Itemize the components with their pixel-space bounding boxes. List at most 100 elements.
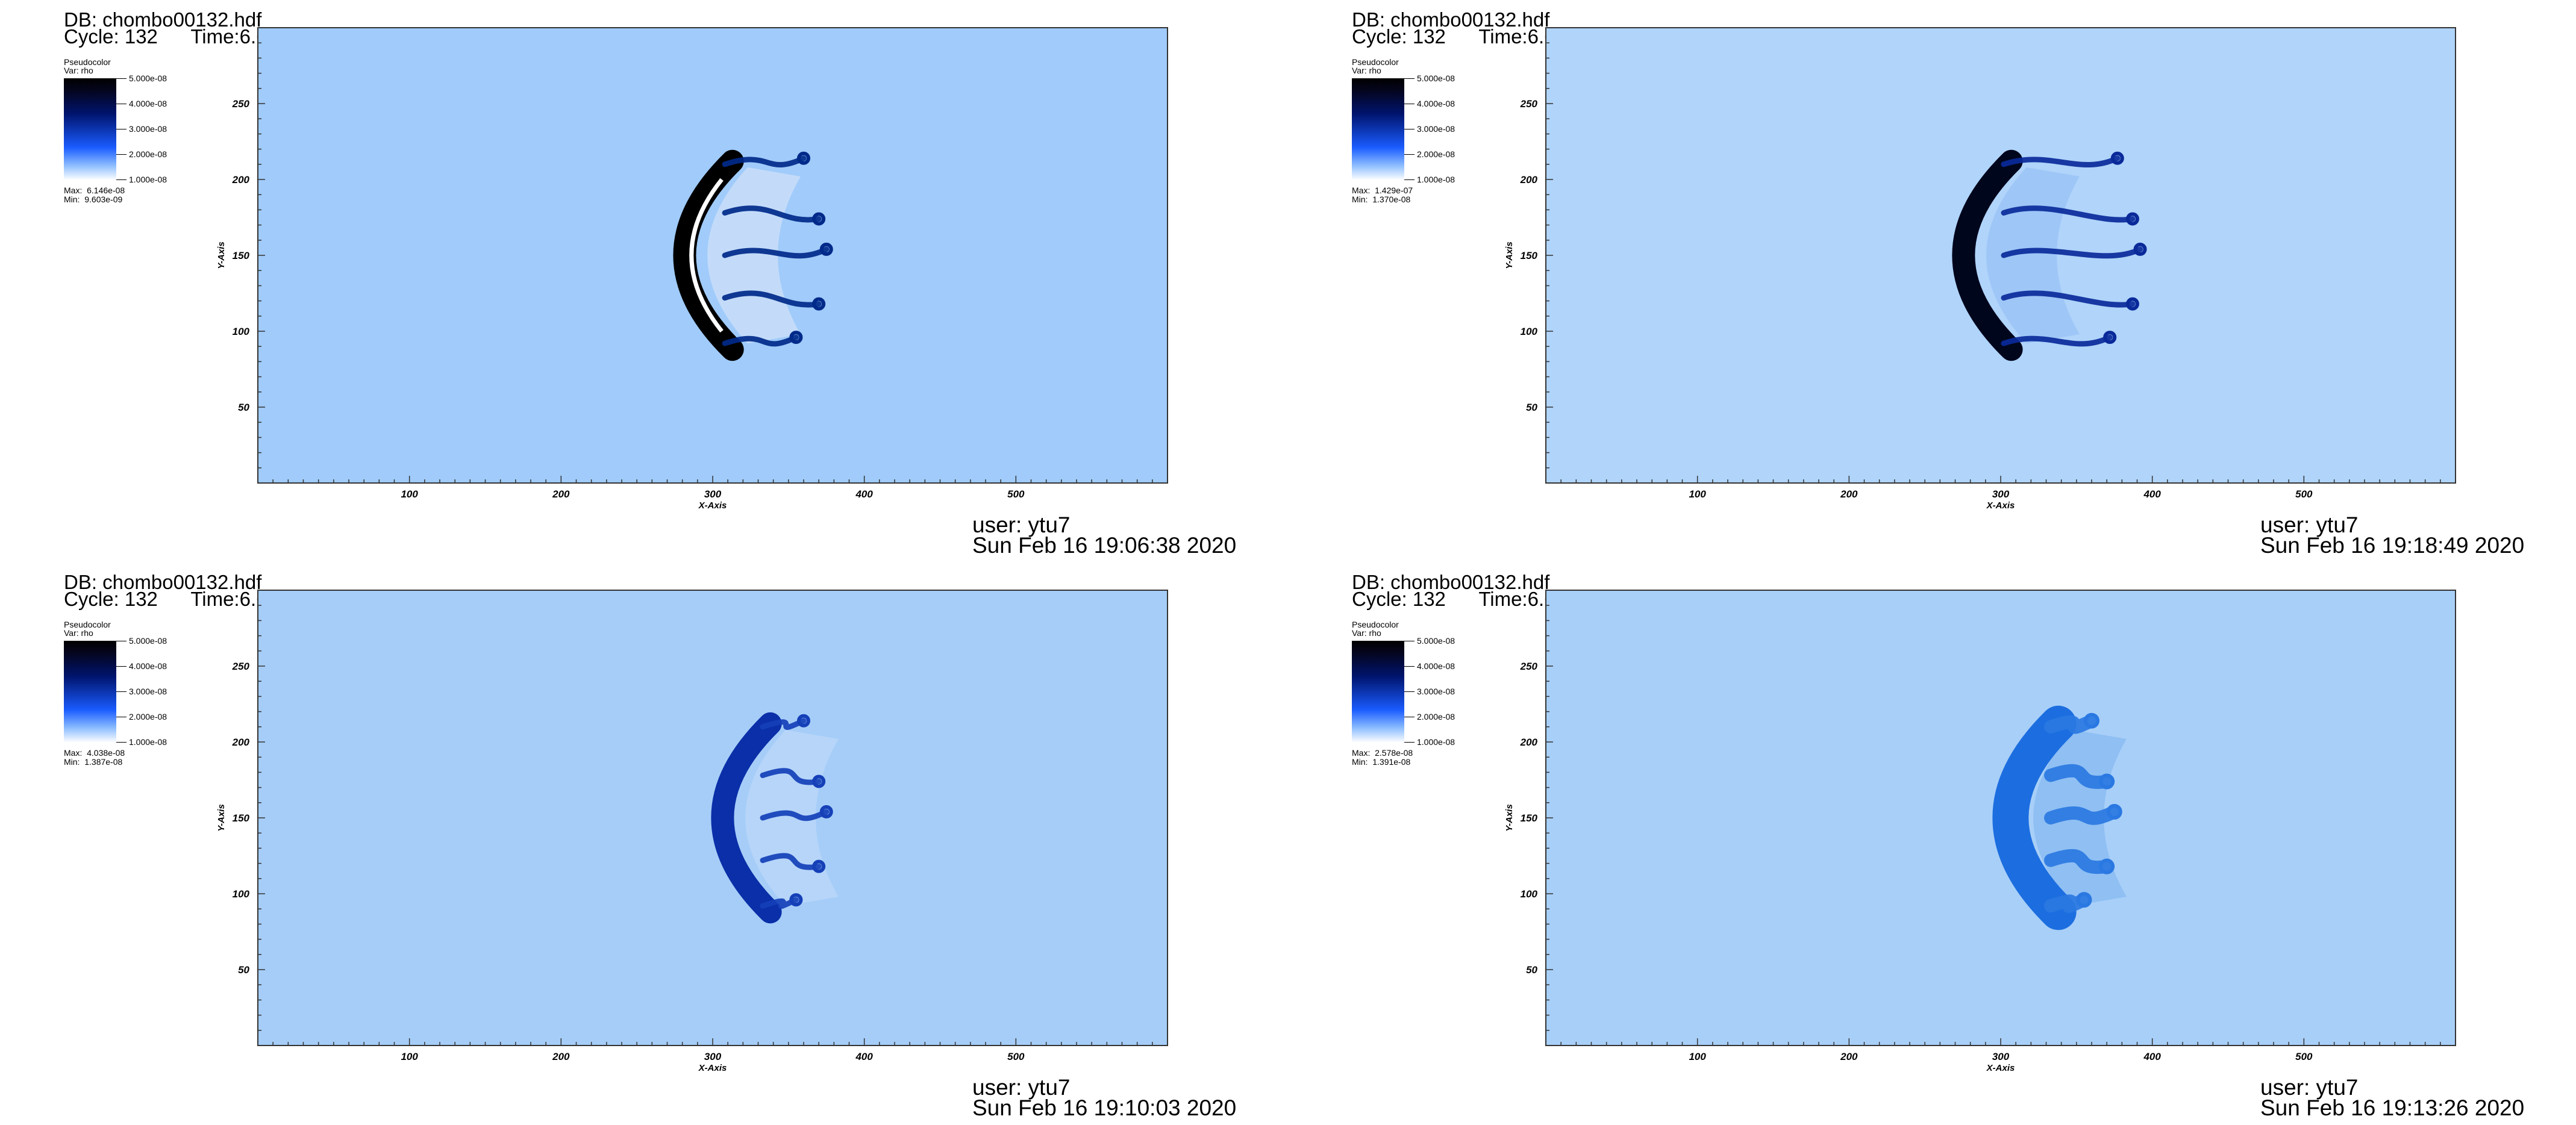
plume-lobe bbox=[2044, 714, 2098, 734]
x-tick-label: 500 bbox=[2295, 1051, 2313, 1062]
colorbar-label: 5.000e-08 bbox=[129, 636, 167, 646]
legend-variable: Var: rho bbox=[64, 66, 93, 75]
y-tick-label: 50 bbox=[238, 964, 249, 976]
plume-lobe bbox=[2001, 205, 2136, 223]
date-label: Sun Feb 16 19:06:38 2020 bbox=[972, 533, 1237, 558]
x-tick-label: 500 bbox=[2295, 488, 2313, 500]
colorbar-label: 3.000e-08 bbox=[129, 124, 167, 134]
vortex-curl bbox=[812, 774, 826, 788]
date-label: Sun Feb 16 19:18:49 2020 bbox=[2260, 533, 2525, 558]
colorbar-label: 2.000e-08 bbox=[129, 712, 167, 721]
x-tick-label: 100 bbox=[1689, 1051, 1706, 1062]
db-label: DB: chombo00132.hdf bbox=[64, 8, 262, 31]
plume-lobe bbox=[760, 809, 830, 821]
plot-panel-3: DB: chombo00132.hdf Cycle: 132 Time:6.6e… bbox=[0, 562, 1288, 1125]
colorbar-label: 4.000e-08 bbox=[129, 99, 167, 108]
pseudocolor-plot: 100 200 300 400 500 50 100 150 200 250 X-Axis Y-Axi… bbox=[216, 590, 1168, 1073]
y-tick-label: 50 bbox=[1526, 402, 1537, 413]
vortex-curl bbox=[2125, 212, 2139, 226]
y-tick-label: 100 bbox=[233, 888, 250, 900]
plume-lobe bbox=[760, 768, 822, 785]
plume-lobe bbox=[2044, 893, 2091, 913]
colorbar-label: 4.000e-08 bbox=[1417, 661, 1455, 671]
legend-variable: Var: rho bbox=[1352, 628, 1381, 638]
legend-title: Pseudocolor bbox=[1352, 57, 1399, 67]
date-label: Sun Feb 16 19:13:26 2020 bbox=[2260, 1095, 2525, 1120]
vortex-curl bbox=[2099, 773, 2115, 790]
max-value: Max: 6.146e-08 bbox=[64, 185, 125, 195]
colorbar-label: 3.000e-08 bbox=[1417, 687, 1455, 696]
vortex-curl bbox=[819, 242, 833, 256]
x-tick-label: 200 bbox=[1840, 488, 1858, 500]
pseudocolor-plot: 100 200 300 400 500 50 100 150 200 250 X-Axis Y-Axi… bbox=[1504, 590, 2456, 1073]
vortex-curl bbox=[2110, 151, 2124, 165]
y-tick-label: 250 bbox=[1520, 661, 1538, 672]
colorbar-label: 1.000e-08 bbox=[1417, 175, 1455, 184]
x-tick-label: 500 bbox=[1007, 1051, 1025, 1062]
colorbar-legend: Pseudocolor Var: rho 5.000e-08 4.000e-08… bbox=[1352, 620, 1490, 771]
db-label: DB: chombo00132.hdf bbox=[64, 571, 262, 593]
plume-lobe bbox=[2044, 805, 2121, 825]
x-tick-label: 200 bbox=[1840, 1051, 1858, 1062]
plume-lobe bbox=[2001, 155, 2121, 168]
y-tick-label: 100 bbox=[1521, 888, 1538, 900]
legend-variable: Var: rho bbox=[64, 628, 93, 638]
x-tick-label: 100 bbox=[401, 488, 418, 500]
vortex-curl bbox=[812, 297, 826, 311]
density-structure bbox=[1952, 149, 2147, 361]
density-structure bbox=[711, 712, 839, 924]
colorbar-legend: Pseudocolor Var: rho 5.000e-08 4.000e-08… bbox=[64, 620, 202, 771]
legend-title: Pseudocolor bbox=[1352, 620, 1399, 629]
x-tick-label: 300 bbox=[1992, 488, 2010, 500]
plume-lobe bbox=[760, 853, 822, 870]
plume-lobe bbox=[2044, 764, 2114, 789]
colorbar-label: 4.000e-08 bbox=[1417, 99, 1455, 108]
plume-lobe bbox=[722, 155, 807, 168]
x-axis-label: X-Axis bbox=[1986, 500, 2015, 511]
colorbar-label: 1.000e-08 bbox=[1417, 737, 1455, 747]
colorbar-label: 3.000e-08 bbox=[1417, 124, 1455, 134]
x-axis-label: X-Axis bbox=[698, 1063, 727, 1073]
vortex-curl bbox=[2076, 892, 2092, 908]
y-tick-label: 150 bbox=[233, 250, 250, 261]
x-tick-label: 300 bbox=[704, 488, 722, 500]
density-structure bbox=[673, 149, 833, 361]
y-tick-label: 150 bbox=[1521, 812, 1538, 824]
colorbar-label: 5.000e-08 bbox=[1417, 73, 1455, 83]
vortex-curl bbox=[2133, 242, 2147, 256]
x-tick-label: 200 bbox=[552, 1051, 570, 1062]
legend-title: Pseudocolor bbox=[64, 620, 111, 629]
colorbar bbox=[64, 78, 116, 180]
x-tick-label: 400 bbox=[855, 1051, 873, 1062]
y-tick-label: 250 bbox=[1520, 98, 1538, 110]
y-tick-label: 50 bbox=[238, 402, 249, 413]
min-value: Min: 1.391e-08 bbox=[1352, 757, 1411, 767]
plume-lobe bbox=[722, 205, 822, 223]
max-value: Max: 1.429e-07 bbox=[1352, 185, 1413, 195]
x-axis-label: X-Axis bbox=[1986, 1063, 2015, 1073]
colorbar-label: 1.000e-08 bbox=[129, 175, 167, 184]
max-value: Max: 2.578e-08 bbox=[1352, 748, 1413, 758]
density-structure bbox=[1992, 705, 2127, 930]
db-label: DB: chombo00132.hdf bbox=[1352, 571, 1550, 593]
plot-panel-4: DB: chombo00132.hdf Cycle: 132 Time:6.6e… bbox=[1288, 562, 2576, 1125]
colorbar-label: 5.000e-08 bbox=[129, 73, 167, 83]
vortex-curl bbox=[789, 331, 803, 344]
user-label: user: ytu7 bbox=[972, 1075, 1071, 1100]
colorbar-label: 4.000e-08 bbox=[129, 661, 167, 671]
user-label: user: ytu7 bbox=[972, 513, 1071, 537]
colorbar bbox=[1352, 78, 1404, 180]
y-tick-label: 200 bbox=[1520, 737, 1538, 748]
y-tick-label: 200 bbox=[232, 174, 250, 185]
plume-lobe bbox=[2001, 246, 2143, 259]
plot-panel-1: DB: chombo00132.hdf Cycle: 132 Time:6.6e… bbox=[0, 0, 1288, 562]
shock-front bbox=[1952, 149, 2023, 361]
vortex-curl bbox=[812, 212, 826, 226]
vortex-curl bbox=[812, 859, 826, 873]
vortex-curl bbox=[2099, 858, 2115, 874]
vortex-curl bbox=[2103, 331, 2117, 344]
pseudocolor-plot: 100 200 300 400 500 50 100 150 200 250 X-Axis Y-Axi… bbox=[1504, 27, 2456, 511]
min-value: Min: 1.387e-08 bbox=[64, 757, 123, 767]
vortex-curl bbox=[797, 151, 810, 165]
shock-front bbox=[1992, 705, 2077, 930]
